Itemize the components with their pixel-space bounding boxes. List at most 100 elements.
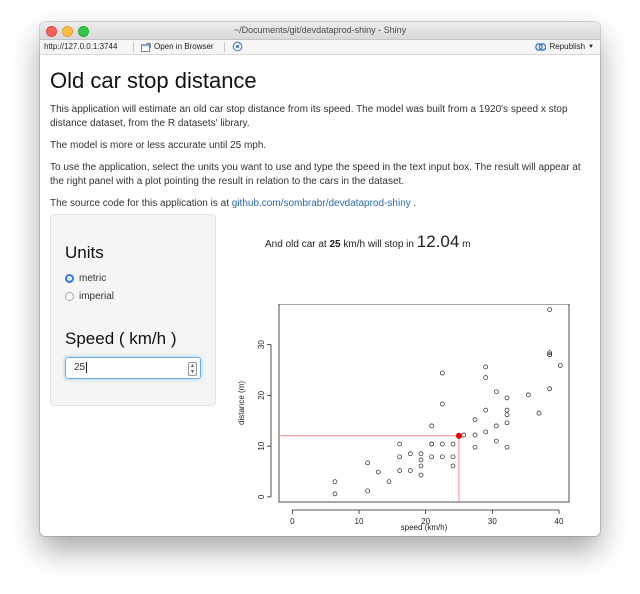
title-bar: ~/Documents/git/devdataprod-shiny - Shin… (40, 22, 600, 40)
data-point (483, 364, 489, 370)
data-point (332, 491, 338, 497)
data-point (504, 407, 510, 413)
data-point (472, 432, 478, 438)
speed-stepper[interactable]: ▲ ▼ (188, 362, 197, 376)
data-point (407, 451, 413, 457)
data-point (472, 444, 478, 450)
data-point (397, 454, 403, 460)
app-window: ~/Documents/git/devdataprod-shiny - Shin… (40, 22, 600, 536)
result-mid: km/h will stop in (340, 239, 417, 250)
y-tick-label: 30 (257, 340, 266, 349)
source-prefix: The source code for this application is … (50, 198, 232, 209)
radio-imperial[interactable]: imperial (65, 291, 114, 302)
data-point (365, 488, 371, 494)
source-paragraph: The source code for this application is … (50, 197, 590, 211)
open-in-browser-button[interactable]: Open in Browser (141, 40, 214, 54)
y-tick-label: 0 (257, 494, 266, 499)
x-tick-label: 10 (355, 517, 364, 526)
republish-label: Republish (549, 42, 586, 51)
data-point (397, 441, 403, 447)
accuracy-paragraph: The model is more or less accurate until… (50, 140, 267, 151)
speed-input[interactable]: 25 ▲ ▼ (65, 357, 201, 379)
data-point (418, 472, 424, 478)
refresh-icon[interactable] (232, 41, 243, 52)
sidebar-panel: Units metric imperial Speed ( km/h ) 25 … (50, 214, 216, 406)
source-suffix: . (410, 198, 417, 209)
instructions-paragraph: To use the application, select the units… (50, 162, 581, 187)
data-point (407, 468, 413, 473)
data-point (547, 307, 553, 312)
data-point (332, 479, 338, 485)
data-point (397, 468, 403, 473)
minimize-window-button[interactable] (62, 26, 73, 37)
data-points (332, 307, 563, 497)
result-suffix: m (459, 239, 471, 250)
page-title: Old car stop distance (50, 68, 257, 93)
y-tick-label: 20 (257, 390, 266, 399)
radio-unselected-icon[interactable] (65, 292, 74, 301)
data-point (504, 444, 510, 450)
text-cursor (86, 361, 88, 373)
x-tick-label: 0 (290, 517, 295, 526)
viewer-toolbar: http://127.0.0.1:3744 Open in Browser Re… (40, 40, 600, 55)
data-point (418, 463, 424, 469)
data-point (504, 412, 510, 418)
result-point (455, 432, 463, 439)
radio-metric[interactable]: metric (65, 273, 106, 284)
y-tick-label: 10 (257, 441, 266, 450)
url-label: http://127.0.0.1:3744 (44, 42, 118, 51)
y-axis-label: distance (m) (237, 381, 246, 425)
page-content: Old car stop distance This application w… (40, 54, 600, 536)
chevron-down-icon[interactable]: ▼ (588, 44, 594, 50)
x-axis-label: speed (km/h) (401, 523, 448, 532)
source-link[interactable]: github.com/sombrabr/devdataprod-shiny (231, 198, 411, 209)
result-prefix: And old car at (265, 239, 330, 250)
radio-selected-icon[interactable] (65, 274, 74, 283)
data-point (418, 451, 424, 457)
data-point (493, 438, 499, 444)
result-distance: 12.04 (416, 232, 460, 251)
data-point (386, 479, 392, 485)
zoom-window-button[interactable] (78, 26, 89, 37)
speed-input-value: 25 (74, 362, 86, 373)
publish-icon (535, 43, 547, 51)
toolbar-divider (133, 42, 134, 52)
data-point (461, 432, 467, 438)
data-point (557, 363, 563, 368)
data-point (375, 469, 381, 475)
close-window-button[interactable] (46, 26, 57, 37)
browser-icon (141, 42, 151, 52)
distance-plot: 0 10 20 30 40 0 10 20 30 speed (km/h) distance … (237, 304, 570, 532)
data-point (450, 454, 456, 460)
window-controls (46, 26, 89, 37)
intro-paragraph: This application will estimate an old ca… (50, 104, 568, 129)
data-point (525, 392, 531, 398)
plot-frame (278, 304, 570, 503)
data-point (439, 441, 445, 447)
republish-button[interactable]: Republish ▼ (535, 40, 594, 54)
data-point (547, 350, 553, 356)
data-point (504, 420, 510, 426)
units-title: Units (65, 243, 104, 262)
data-point (547, 352, 553, 358)
data-point (493, 389, 499, 395)
data-point (439, 454, 445, 460)
data-point (483, 429, 489, 435)
data-point (418, 457, 424, 463)
result-text: And old car at 25 km/h will stop in 12.0… (265, 232, 470, 252)
data-point (483, 407, 489, 413)
data-point (483, 375, 489, 380)
data-point (547, 386, 553, 392)
radio-metric-label: metric (79, 273, 107, 284)
data-point (429, 441, 435, 447)
y-axis: 0 10 20 30 (257, 340, 272, 499)
data-point (365, 460, 371, 466)
x-tick-label: 20 (421, 517, 430, 526)
data-point (429, 454, 435, 460)
data-point (439, 401, 445, 407)
toolbar-divider (224, 42, 225, 52)
data-point (439, 370, 445, 376)
open-in-browser-label: Open in Browser (154, 42, 214, 51)
radio-imperial-label: imperial (79, 291, 115, 302)
data-point (450, 463, 456, 469)
